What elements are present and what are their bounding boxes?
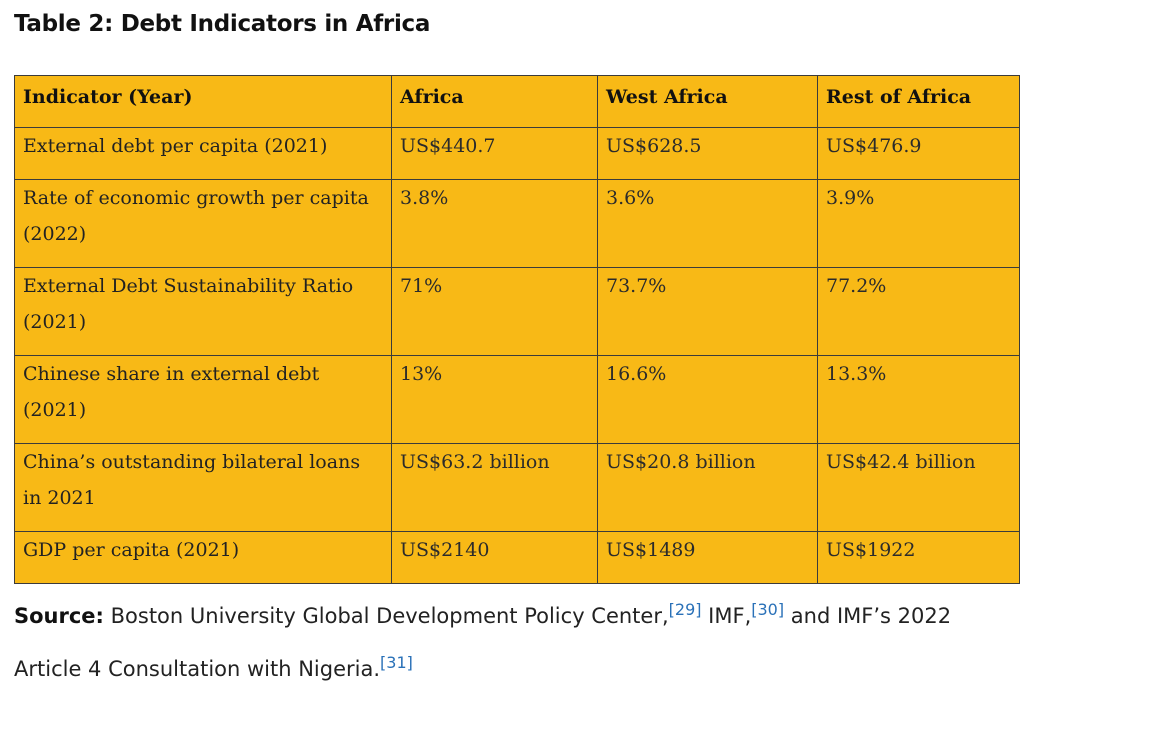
debt-indicators-table: Indicator (Year) Africa West Africa Rest… [14, 75, 1020, 584]
rest-of-africa-cell: US$476.9 [817, 127, 1020, 180]
rest-of-africa-cell: US$42.4 billion [817, 443, 1020, 532]
africa-cell: US$63.2 billion [391, 443, 598, 532]
page-title: Table 2: Debt Indicators in Africa [14, 11, 431, 37]
west-africa-cell: 73.7% [597, 267, 818, 356]
africa-cell: 13% [391, 355, 598, 444]
rest-of-africa-cell: 3.9% [817, 179, 1020, 268]
column-header-rest-of-africa: Rest of Africa [817, 75, 1020, 128]
west-africa-cell: 16.6% [597, 355, 818, 444]
west-africa-cell: US$628.5 [597, 127, 818, 180]
source-text-boston: Boston University Global Development Pol… [103, 604, 669, 628]
source-label: Source: [14, 604, 104, 628]
africa-cell: US$2140 [391, 531, 598, 584]
table-row: China’s outstanding bilateral loans in 2… [14, 443, 1020, 532]
west-africa-cell: 3.6% [597, 179, 818, 268]
source-text-imf: IMF, [701, 604, 752, 628]
table-row: Rate of economic growth per capita (2022… [14, 179, 1020, 268]
africa-cell: US$440.7 [391, 127, 598, 180]
column-header-africa: Africa [391, 75, 598, 128]
source-note: Source: Boston University Global Develop… [14, 590, 1014, 696]
indicator-cell: Chinese share in external debt (2021) [14, 355, 392, 444]
footnote-link-29[interactable]: [29] [668, 600, 702, 619]
rest-of-africa-cell: US$1922 [817, 531, 1020, 584]
indicator-cell: External debt per capita (2021) [14, 127, 392, 180]
footnote-link-30[interactable]: [30] [751, 600, 785, 619]
west-africa-cell: US$1489 [597, 531, 818, 584]
table-row: External Debt Sustainability Ratio (2021… [14, 267, 1020, 356]
source-text-article4: and IMF’s 2022 Article 4 Consultation wi… [14, 604, 952, 681]
table-row: Chinese share in external debt (2021) 13… [14, 355, 1020, 444]
column-header-west-africa: West Africa [597, 75, 818, 128]
africa-cell: 3.8% [391, 179, 598, 268]
indicator-cell: External Debt Sustainability Ratio (2021… [14, 267, 392, 356]
table-row: GDP per capita (2021) US$2140 US$1489 US… [14, 531, 1020, 584]
indicator-cell: GDP per capita (2021) [14, 531, 392, 584]
africa-cell: 71% [391, 267, 598, 356]
rest-of-africa-cell: 77.2% [817, 267, 1020, 356]
table-row: External debt per capita (2021) US$440.7… [14, 127, 1020, 180]
west-africa-cell: US$20.8 billion [597, 443, 818, 532]
rest-of-africa-cell: 13.3% [817, 355, 1020, 444]
indicator-cell: Rate of economic growth per capita (2022… [14, 179, 392, 268]
table-header-row: Indicator (Year) Africa West Africa Rest… [14, 75, 1020, 128]
indicator-cell: China’s outstanding bilateral loans in 2… [14, 443, 392, 532]
column-header-indicator: Indicator (Year) [14, 75, 392, 128]
footnote-link-31[interactable]: [31] [380, 653, 413, 672]
